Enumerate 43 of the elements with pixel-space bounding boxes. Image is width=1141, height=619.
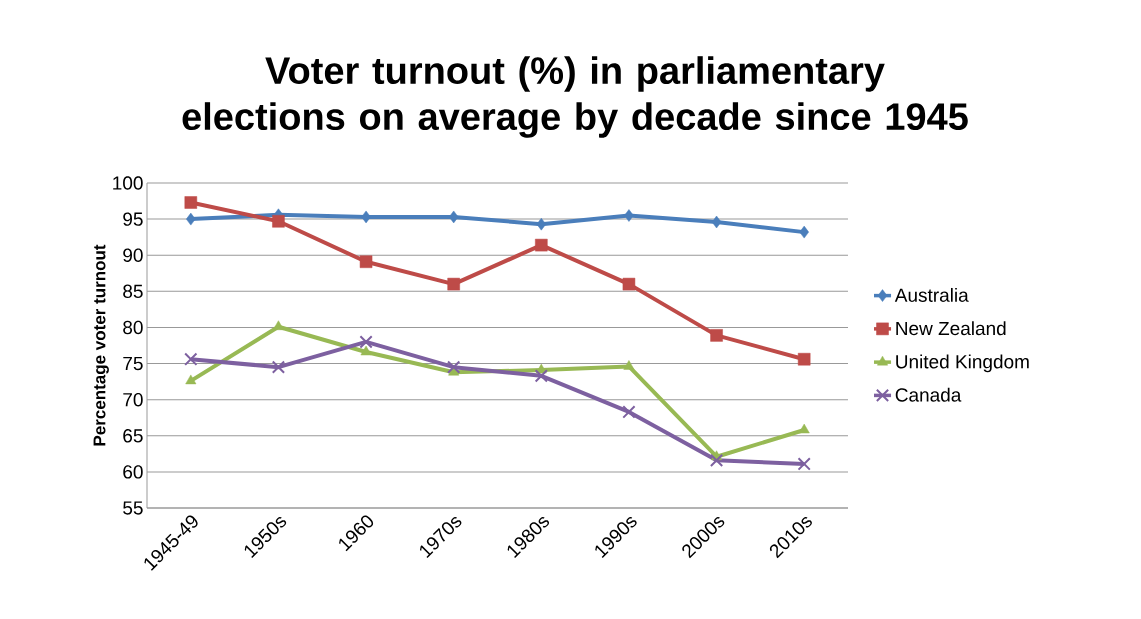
point bbox=[448, 210, 459, 224]
y-axis-title: Percentage voter turnout bbox=[93, 244, 109, 446]
y-tick-label: 90 bbox=[123, 248, 143, 262]
point bbox=[447, 360, 461, 374]
y-tick-label: 75 bbox=[123, 356, 143, 371]
point bbox=[271, 360, 286, 374]
y-tick-label: 95 bbox=[123, 212, 143, 226]
point bbox=[184, 352, 198, 366]
y-tick-label: 55 bbox=[123, 501, 143, 515]
y-tick-label: 100 bbox=[113, 176, 143, 190]
chart-title: Voter turnout (%) in parliamentary elections on average by decade since 1945 bbox=[182, 56, 968, 138]
point bbox=[709, 453, 724, 467]
legend-label: United Kingdom bbox=[896, 354, 1029, 373]
legend-label: Australia bbox=[894, 287, 969, 302]
point bbox=[799, 225, 809, 239]
point bbox=[360, 345, 372, 356]
point bbox=[798, 423, 810, 434]
legend-label: New Zealand bbox=[896, 321, 1006, 336]
point bbox=[711, 215, 722, 229]
point bbox=[535, 238, 548, 252]
y-tick-label: 70 bbox=[123, 392, 143, 407]
point bbox=[797, 352, 811, 366]
point bbox=[361, 210, 371, 224]
point bbox=[272, 215, 285, 228]
point bbox=[622, 405, 636, 419]
y-tick-label: 80 bbox=[123, 320, 143, 335]
point bbox=[534, 369, 548, 383]
point bbox=[710, 329, 723, 342]
point bbox=[623, 360, 635, 370]
point bbox=[536, 217, 547, 231]
point bbox=[184, 196, 198, 209]
y-tick-label: 65 bbox=[123, 429, 143, 443]
point bbox=[797, 457, 811, 471]
legend-label: Canada bbox=[895, 387, 962, 402]
point bbox=[359, 255, 373, 268]
point bbox=[185, 374, 197, 385]
point bbox=[622, 277, 636, 291]
point bbox=[359, 335, 373, 349]
point bbox=[624, 209, 634, 222]
y-tick-label: 60 bbox=[123, 465, 143, 479]
point bbox=[447, 277, 460, 291]
point bbox=[186, 212, 196, 226]
y-tick-label: 85 bbox=[123, 284, 143, 299]
